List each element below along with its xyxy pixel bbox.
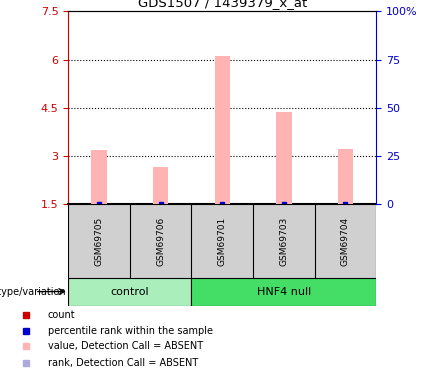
Text: GSM69701: GSM69701 xyxy=(218,216,227,266)
Bar xyxy=(338,149,353,204)
Bar xyxy=(92,150,107,204)
Text: GSM69704: GSM69704 xyxy=(341,216,350,266)
Title: GDS1507 / 1439379_x_at: GDS1507 / 1439379_x_at xyxy=(138,0,307,9)
Bar xyxy=(191,278,376,306)
Text: control: control xyxy=(110,286,149,297)
Text: rank, Detection Call = ABSENT: rank, Detection Call = ABSENT xyxy=(48,358,198,368)
Text: GSM69703: GSM69703 xyxy=(279,216,288,266)
Bar xyxy=(68,278,191,306)
Text: GSM69706: GSM69706 xyxy=(156,216,165,266)
Text: count: count xyxy=(48,310,75,321)
Text: percentile rank within the sample: percentile rank within the sample xyxy=(48,326,213,336)
Text: GSM69705: GSM69705 xyxy=(95,216,103,266)
Text: genotype/variation: genotype/variation xyxy=(0,286,66,297)
Text: HNF4 null: HNF4 null xyxy=(257,286,311,297)
Bar xyxy=(276,112,292,204)
Bar xyxy=(153,167,169,204)
Bar xyxy=(215,56,230,204)
Text: value, Detection Call = ABSENT: value, Detection Call = ABSENT xyxy=(48,341,203,351)
